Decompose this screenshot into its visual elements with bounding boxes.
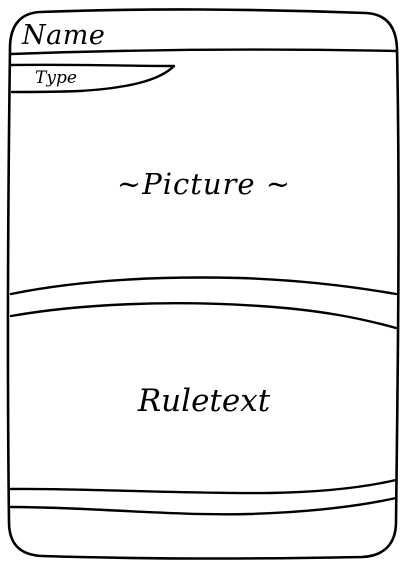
card-name-label: Name xyxy=(22,20,106,51)
ruletext-divider-bottom xyxy=(9,496,398,516)
name-divider xyxy=(9,48,398,56)
card-picture-placeholder: ~Picture ~ xyxy=(116,167,292,201)
type-banner xyxy=(9,63,176,94)
card-type-label: Type xyxy=(35,68,77,88)
card-border xyxy=(6,8,400,560)
card-ruletext-placeholder: Ruletext xyxy=(137,383,271,419)
ruletext-divider-top xyxy=(9,478,398,495)
picture-divider-bottom xyxy=(9,302,398,330)
picture-divider-top xyxy=(9,276,398,296)
